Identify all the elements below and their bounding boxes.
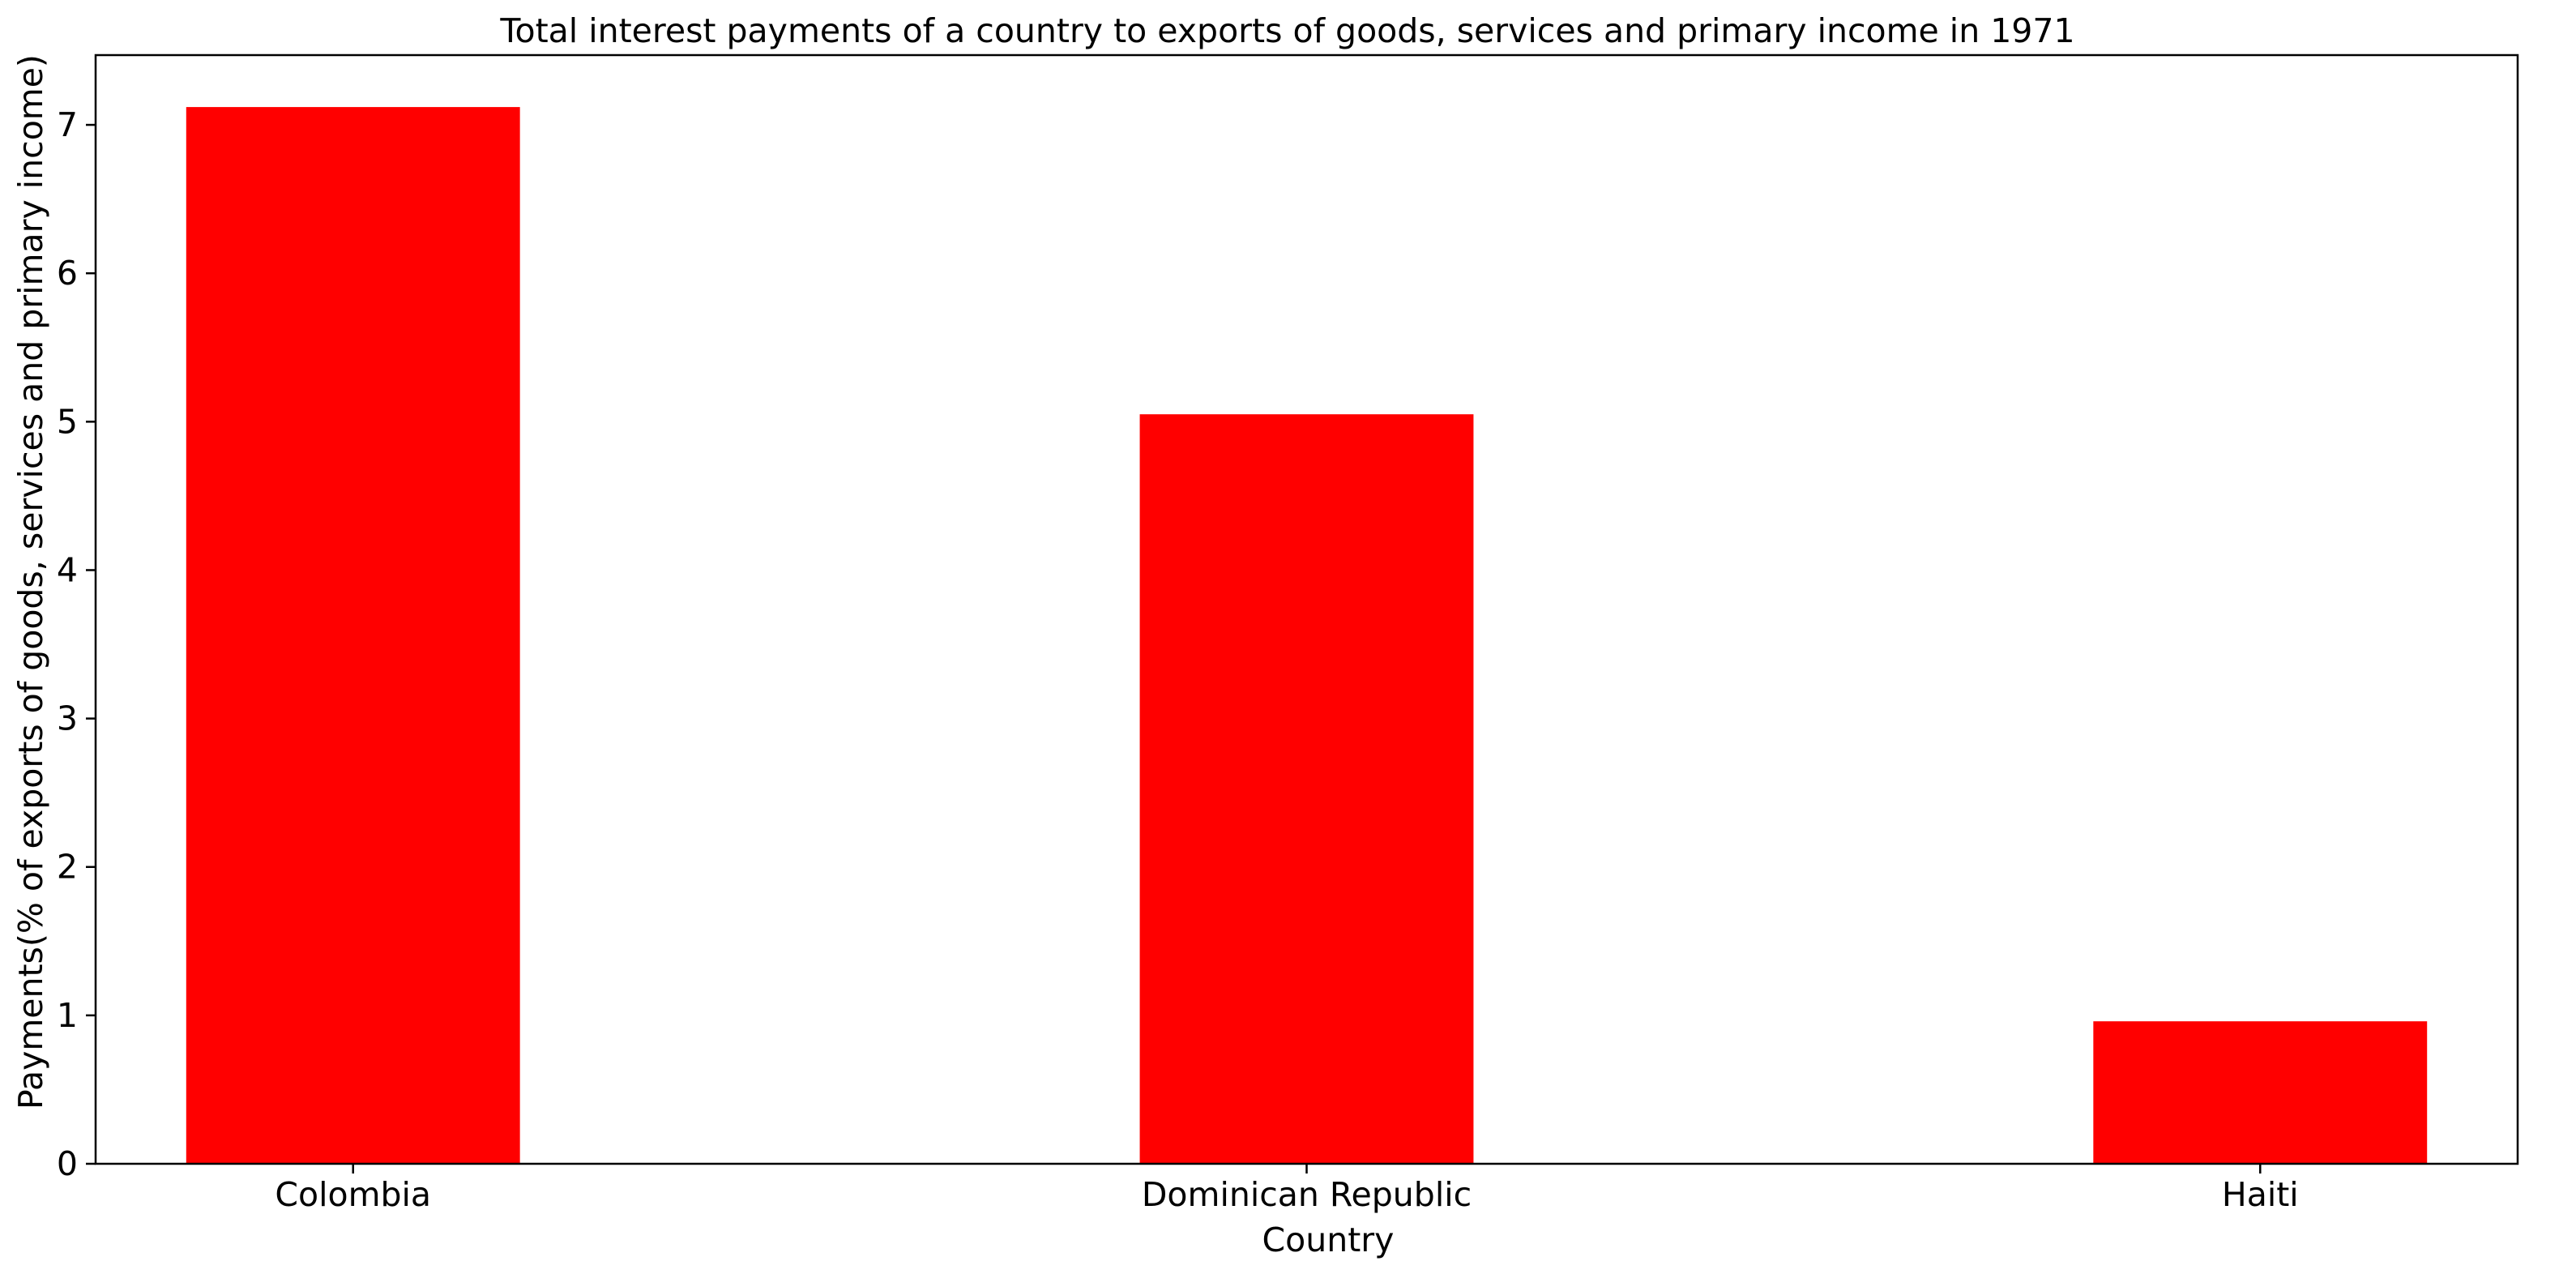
- bar-dominican-republic: [1139, 414, 1474, 1164]
- y-tick-label: 2: [57, 848, 78, 887]
- x-axis: Colombia Dominican Republic Haiti: [275, 1164, 2299, 1214]
- y-axis: 0 1 2 3 4 5 6 7: [57, 105, 96, 1183]
- y-tick-label: 5: [57, 402, 78, 441]
- plot-frame: [94, 53, 2519, 1165]
- x-tick-label: Colombia: [275, 1175, 431, 1214]
- x-axis-label: Country: [1262, 1221, 1395, 1259]
- x-tick-label: Dominican Republic: [1142, 1175, 1472, 1214]
- bar-colombia: [186, 107, 520, 1164]
- chart-title: Total interest payments of a country to …: [499, 11, 2074, 50]
- y-tick-label: 6: [57, 254, 78, 293]
- bar-haiti: [2093, 1021, 2428, 1164]
- y-axis-label: Payments(% of exports of goods, services…: [11, 54, 50, 1109]
- y-tick-label: 3: [57, 699, 78, 738]
- y-tick-label: 4: [57, 550, 78, 589]
- x-tick-label: Haiti: [2222, 1175, 2299, 1214]
- bars-group: [186, 107, 2428, 1164]
- y-tick-label: 0: [57, 1144, 78, 1183]
- y-tick-label: 1: [57, 996, 78, 1035]
- y-tick-label: 7: [57, 105, 78, 144]
